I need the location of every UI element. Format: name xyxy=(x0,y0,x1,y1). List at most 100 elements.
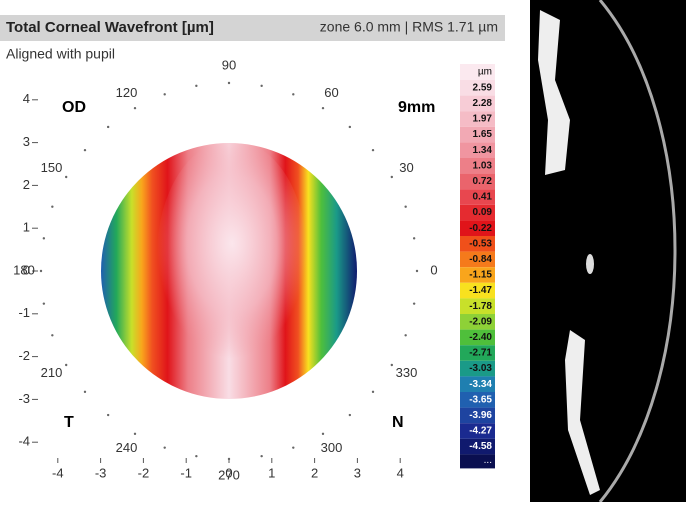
angle-label: 0 xyxy=(430,262,437,277)
angle-label: 60 xyxy=(324,85,338,100)
wavefront-map xyxy=(101,140,357,399)
colorbar-label: -0.53 xyxy=(469,238,492,249)
x-tick-label: -2 xyxy=(138,465,150,480)
angle-dot xyxy=(43,237,45,239)
nasal-label: N xyxy=(392,414,404,431)
angle-dot xyxy=(260,455,262,457)
angle-dot xyxy=(228,82,230,84)
angle-dot xyxy=(349,126,351,128)
colorbar-label: 1.34 xyxy=(473,145,493,156)
angle-dot xyxy=(43,302,45,304)
colorbar-unit: µm xyxy=(478,67,492,78)
angle-dot xyxy=(51,334,53,336)
colorbar-label: 0.09 xyxy=(473,207,493,218)
angle-dot xyxy=(134,107,136,109)
colorbar-label: 0.41 xyxy=(473,192,493,203)
angle-dot xyxy=(65,364,67,366)
angle-dot xyxy=(84,149,86,151)
angle-dot xyxy=(416,270,418,272)
header-title: Total Corneal Wavefront [µm] xyxy=(6,19,214,36)
angle-label: 300 xyxy=(321,440,343,455)
angle-dot xyxy=(322,107,324,109)
colorbar-label: -1.15 xyxy=(469,270,492,281)
angle-dot xyxy=(413,237,415,239)
x-tick-label: 3 xyxy=(354,465,361,480)
angle-label: 150 xyxy=(41,160,63,175)
angle-dot xyxy=(65,176,67,178)
colorbar-label: -4.58 xyxy=(469,441,492,452)
colorbar-label: -2.71 xyxy=(469,348,492,359)
eye-label: OD xyxy=(62,99,86,116)
y-tick-label: 1 xyxy=(23,220,30,235)
angle-label: 240 xyxy=(116,440,138,455)
y-tick-label: -1 xyxy=(18,305,30,320)
angle-dot xyxy=(404,334,406,336)
size-label: 9mm xyxy=(398,99,435,116)
angle-label: 330 xyxy=(396,365,418,380)
colorbar-label: 0.72 xyxy=(473,176,493,187)
reflex xyxy=(586,254,594,274)
y-tick-label: 3 xyxy=(23,134,30,149)
y-tick-label: 4 xyxy=(23,91,30,106)
angle-dot xyxy=(51,206,53,208)
x-tick-label: -1 xyxy=(180,465,192,480)
angle-label: 270 xyxy=(218,467,240,482)
angle-dot xyxy=(228,458,230,460)
colorbar-label: -2.40 xyxy=(469,332,492,343)
temporal-label: T xyxy=(64,414,74,431)
angle-dot xyxy=(292,446,294,448)
angle-dot xyxy=(372,149,374,151)
angle-dot xyxy=(404,206,406,208)
x-tick-label: 1 xyxy=(268,465,275,480)
colorbar-label: 1.97 xyxy=(473,114,493,125)
x-tick-label: 4 xyxy=(397,465,404,480)
colorbar-label: -3.03 xyxy=(469,363,492,374)
angle-dot xyxy=(84,391,86,393)
angle-label: 180 xyxy=(13,262,35,277)
angle-dot xyxy=(391,176,393,178)
angle-label: 90 xyxy=(222,57,236,72)
colorbar-more: ... xyxy=(484,455,492,466)
y-tick-label: -2 xyxy=(18,348,30,363)
angle-dot xyxy=(40,270,42,272)
colorbar-label: -3.96 xyxy=(469,410,492,421)
colorbar-label: -1.78 xyxy=(469,301,492,312)
header-info: zone 6.0 mm | RMS 1.71 µm xyxy=(320,19,498,35)
colorbar-label: 1.65 xyxy=(473,129,493,140)
colorbar-label: -0.84 xyxy=(469,254,492,265)
colorbar-label: -1.47 xyxy=(469,285,492,296)
angle-dot xyxy=(107,414,109,416)
angle-dot xyxy=(195,455,197,457)
angle-dot xyxy=(195,85,197,87)
angle-dot xyxy=(260,85,262,87)
colorbar-label: -3.65 xyxy=(469,394,492,405)
angle-dot xyxy=(107,126,109,128)
colorbar-label: -3.34 xyxy=(469,379,492,390)
screenshot: Total Corneal Wavefront [µm] zone 6.0 mm… xyxy=(0,0,686,502)
y-tick-label: -4 xyxy=(18,434,30,449)
colorbar-label: 2.28 xyxy=(473,98,493,109)
angle-dot xyxy=(391,364,393,366)
colorbar-label: 1.03 xyxy=(473,160,493,171)
angle-dot xyxy=(322,433,324,435)
angle-dot xyxy=(292,93,294,95)
angle-label: 30 xyxy=(399,160,413,175)
angle-dot xyxy=(134,433,136,435)
x-tick-label: 2 xyxy=(311,465,318,480)
angle-dot xyxy=(413,302,415,304)
colorbar-label: -4.27 xyxy=(469,426,492,437)
subtitle: Aligned with pupil xyxy=(6,46,115,62)
x-tick-label: -3 xyxy=(95,465,107,480)
angle-label: 210 xyxy=(41,365,63,380)
y-tick-label: 2 xyxy=(23,177,30,192)
colorbar-label: 2.59 xyxy=(473,82,493,93)
angle-dot xyxy=(349,414,351,416)
colorbar-label: -2.09 xyxy=(469,316,492,327)
y-tick-label: -3 xyxy=(18,391,30,406)
angle-dot xyxy=(372,391,374,393)
colorbar-label: -0.22 xyxy=(469,223,492,234)
angle-dot xyxy=(164,446,166,448)
angle-dot xyxy=(164,93,166,95)
x-tick-label: -4 xyxy=(52,465,64,480)
angle-label: 120 xyxy=(116,85,138,100)
